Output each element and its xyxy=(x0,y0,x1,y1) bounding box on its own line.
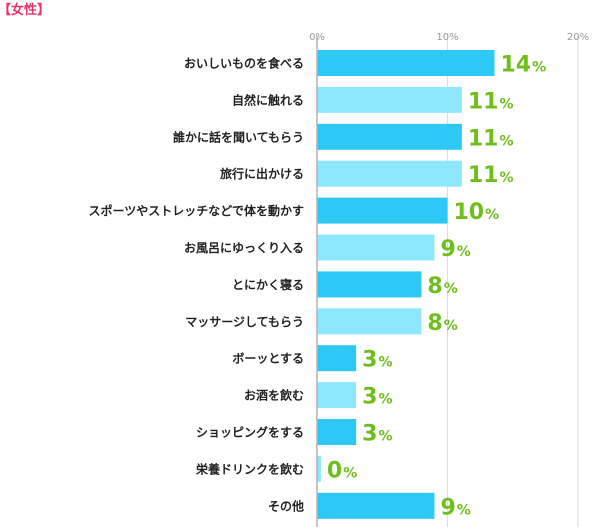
category-label: お酒を飲む xyxy=(244,388,304,403)
bar xyxy=(317,123,462,150)
bar xyxy=(317,308,422,335)
value-label: 3% xyxy=(362,348,392,373)
bar xyxy=(317,197,448,224)
value-label: 8% xyxy=(427,311,457,336)
bar xyxy=(317,492,435,519)
value-label: 11% xyxy=(468,126,514,151)
value-label: 3% xyxy=(362,385,392,410)
category-label: 自然に触れる xyxy=(232,92,304,107)
value-unit: % xyxy=(499,96,513,112)
value-number: 14 xyxy=(500,53,531,78)
value-unit: % xyxy=(457,502,471,518)
x-tick-label: 10% xyxy=(436,32,458,43)
value-label: 8% xyxy=(427,274,457,299)
x-axis-ticks: 0%10%20% xyxy=(309,32,589,43)
value-label: 11% xyxy=(468,89,514,114)
value-number: 8 xyxy=(427,311,442,336)
x-tick-label: 20% xyxy=(567,32,589,43)
value-unit: % xyxy=(499,133,513,149)
value-unit: % xyxy=(457,244,471,260)
category-label: 栄養ドリンクを飲む xyxy=(195,461,304,476)
value-number: 9 xyxy=(440,237,455,262)
value-number: 3 xyxy=(362,385,377,410)
value-unit: % xyxy=(378,392,392,408)
bar xyxy=(317,160,462,187)
value-number: 0 xyxy=(327,458,342,483)
category-labels: おいしいものを食べる自然に触れる誰かに話を聞いてもらう旅行に出かけるスポーツやス… xyxy=(88,56,304,514)
category-label: お風呂にゆっくり入る xyxy=(184,241,304,255)
value-label: 14% xyxy=(500,53,546,78)
value-unit: % xyxy=(444,281,458,297)
bar xyxy=(317,50,495,76)
value-number: 3 xyxy=(362,422,377,447)
chart-title: 【女性】 xyxy=(0,2,50,18)
value-label: 9% xyxy=(440,237,470,262)
value-unit: % xyxy=(378,429,392,445)
value-unit: % xyxy=(499,170,513,186)
bar xyxy=(317,419,357,445)
value-number: 11 xyxy=(468,89,499,114)
value-unit: % xyxy=(444,318,458,334)
category-label: ショッピングをする xyxy=(196,425,304,440)
bar xyxy=(317,271,422,298)
value-number: 9 xyxy=(440,495,455,520)
category-label: おいしいものを食べる xyxy=(184,56,304,71)
value-unit: % xyxy=(378,355,392,371)
category-label: 旅行に出かける xyxy=(220,166,304,181)
value-label: 0% xyxy=(327,458,357,483)
category-label: とにかく寝る xyxy=(232,277,304,292)
category-label: スポーツやストレッチなどで体を動かす xyxy=(88,203,304,218)
value-number: 11 xyxy=(468,163,499,188)
value-number: 10 xyxy=(454,200,485,225)
bar xyxy=(317,86,462,113)
bar xyxy=(317,455,321,482)
category-label: マッサージしてもらう xyxy=(185,315,304,329)
bar xyxy=(317,234,435,261)
category-label: 誰かに話を聞いてもらう xyxy=(173,129,304,144)
value-unit: % xyxy=(343,465,357,481)
value-number: 8 xyxy=(427,274,442,299)
bar xyxy=(317,382,357,409)
value-labels: 14%11%11%11%10%9%8%8%3%3%3%0%9% xyxy=(327,53,546,521)
value-label: 11% xyxy=(468,163,514,188)
grid-lines xyxy=(447,36,579,527)
value-label: 9% xyxy=(440,495,470,520)
value-label: 3% xyxy=(362,422,392,447)
value-unit: % xyxy=(485,207,499,223)
value-label: 10% xyxy=(454,200,500,225)
value-number: 3 xyxy=(362,348,377,373)
category-label: その他 xyxy=(268,498,304,513)
bars xyxy=(317,50,495,519)
value-number: 11 xyxy=(468,126,499,151)
value-unit: % xyxy=(532,60,546,76)
category-label: ボーッとする xyxy=(232,351,304,366)
bar xyxy=(317,345,357,372)
